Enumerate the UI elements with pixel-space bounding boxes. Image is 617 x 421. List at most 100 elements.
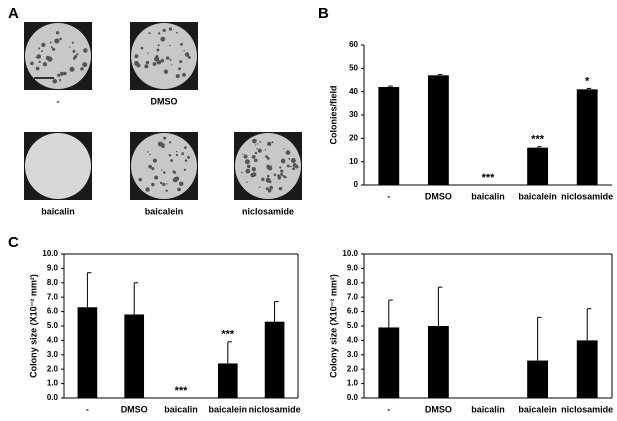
colony	[144, 64, 149, 69]
x-tick-label: DMSO	[425, 404, 452, 414]
colony	[136, 63, 141, 68]
colony	[168, 27, 173, 31]
colony	[76, 53, 79, 56]
x-tick-label: baicalein	[518, 191, 557, 201]
bar	[527, 360, 549, 398]
colony	[290, 165, 292, 168]
colony	[286, 164, 290, 168]
colony	[50, 46, 53, 49]
colony	[267, 141, 272, 147]
colony	[186, 53, 189, 56]
colony	[277, 176, 281, 180]
colony	[183, 50, 185, 52]
y-tick-label: 10	[349, 157, 358, 166]
colony	[160, 58, 165, 63]
colony	[162, 28, 166, 32]
colony	[154, 175, 159, 180]
bar	[217, 363, 238, 398]
y-tick-label: 10.0	[42, 249, 58, 258]
colony	[283, 148, 285, 150]
colony	[179, 60, 183, 64]
colony	[52, 78, 58, 84]
y-tick-label: 20	[349, 133, 358, 142]
colony	[160, 169, 163, 171]
image-label: niclosamide	[242, 206, 294, 216]
colony	[51, 47, 56, 51]
colony	[54, 38, 60, 44]
colony	[157, 44, 160, 47]
colony	[257, 143, 259, 145]
colony	[278, 186, 283, 191]
colony	[169, 44, 171, 47]
y-tick-label: 0.0	[347, 393, 359, 402]
bar	[527, 147, 549, 185]
y-tick-label: 40	[349, 87, 358, 96]
colony	[266, 164, 270, 168]
bar	[576, 340, 598, 398]
colony	[49, 41, 52, 44]
colony	[42, 62, 48, 67]
bar	[378, 327, 400, 398]
y-tick-label: 2.0	[47, 364, 59, 373]
colony	[140, 46, 144, 50]
colony	[279, 166, 282, 169]
dish	[25, 23, 91, 89]
colony	[176, 31, 178, 34]
x-tick-label: DMSO	[121, 404, 148, 414]
image-label: baicalein	[145, 206, 184, 216]
colony	[163, 69, 169, 74]
colony	[162, 171, 166, 174]
y-tick-label: 9.0	[47, 264, 59, 273]
y-tick-label: 50	[349, 63, 358, 72]
colony	[281, 174, 284, 176]
y-tick-label: 1.0	[47, 379, 59, 388]
colony	[165, 189, 168, 193]
y-tick-label: 7.0	[47, 292, 59, 301]
colony	[256, 147, 258, 150]
colony	[269, 185, 274, 190]
colony	[254, 158, 258, 163]
colony	[145, 60, 150, 65]
y-axis-label: Colonies/field	[328, 85, 338, 144]
colony	[158, 32, 161, 35]
colony	[145, 187, 150, 192]
colony	[72, 49, 76, 53]
y-tick-label: 4.0	[47, 336, 59, 345]
colony	[69, 46, 71, 48]
colony	[184, 159, 188, 162]
x-tick-label: -	[387, 404, 390, 414]
x-tick-label: niclosamide	[249, 404, 301, 414]
colony	[172, 177, 178, 183]
bar	[77, 307, 98, 398]
dish-image	[130, 22, 198, 90]
colony	[152, 158, 157, 163]
colony	[183, 168, 187, 172]
colony	[247, 164, 251, 169]
x-tick-label: niclosamide	[561, 404, 613, 414]
colony	[59, 80, 61, 82]
colony	[83, 48, 88, 53]
colony	[187, 55, 191, 59]
colony	[175, 74, 180, 79]
dish-image	[130, 132, 198, 200]
colony	[162, 182, 166, 187]
colony	[270, 165, 273, 167]
colony	[180, 42, 183, 46]
colony	[290, 158, 296, 163]
colony	[166, 183, 168, 185]
dish	[131, 133, 197, 199]
colony	[171, 64, 173, 66]
colony	[265, 177, 271, 183]
colony	[134, 54, 139, 59]
colony	[178, 67, 181, 71]
bar	[378, 87, 400, 185]
colony	[160, 36, 166, 42]
y-tick-label: 0.0	[47, 393, 59, 402]
colony	[245, 168, 251, 174]
y-axis-label: Colony size (X10⁻² mm²)	[28, 274, 38, 378]
colony	[241, 171, 243, 174]
colony	[251, 167, 256, 172]
colony	[41, 50, 43, 53]
colony	[152, 62, 157, 66]
x-tick-label: baicalin	[164, 404, 198, 414]
